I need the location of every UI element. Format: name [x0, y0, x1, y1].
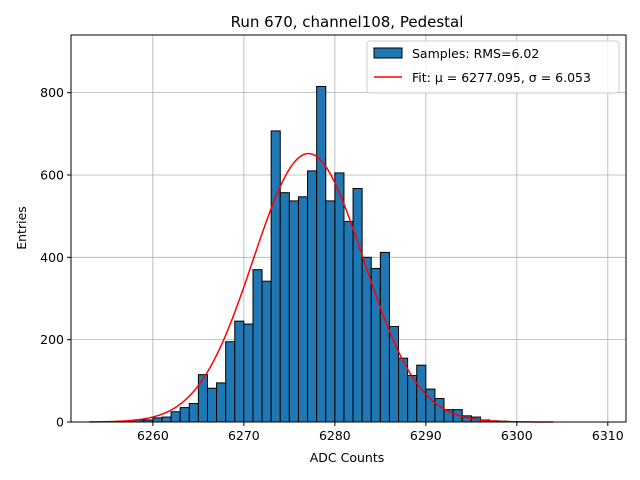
x-tick-label: 6300 [501, 428, 533, 443]
histogram-bar [334, 172, 345, 423]
y-tick-label: 600 [40, 167, 64, 182]
histogram-bar [279, 192, 290, 423]
histogram-bar [170, 411, 181, 423]
histogram-bar [243, 323, 254, 423]
histogram-bar [216, 382, 227, 423]
histogram-bar [425, 388, 436, 423]
x-tick-label: 6260 [137, 428, 169, 443]
plot-area-frame [70, 34, 627, 423]
histogram-bar [270, 130, 281, 423]
legend-box [366, 40, 620, 94]
histogram-bar [361, 256, 372, 423]
y-axis-ticks: 0 200 400 600 800 [40, 85, 71, 430]
histogram-bar [288, 200, 299, 423]
histogram-bar [343, 221, 354, 423]
x-tick-label: 6310 [592, 428, 624, 443]
legend-label-histogram: Samples: RMS=6.02 [412, 46, 539, 61]
legend: Samples: RMS=6.02 Fit: μ = 6277.095, σ =… [366, 40, 620, 94]
y-tick-label: 800 [40, 85, 64, 100]
histogram-bar [352, 188, 363, 423]
y-tick-label: 0 [56, 415, 64, 430]
histogram-bar [252, 269, 263, 423]
legend-label-fit: Fit: μ = 6277.095, σ = 6.053 [412, 70, 591, 85]
x-axis-label: ADC Counts [310, 450, 385, 465]
y-tick-label: 400 [40, 250, 64, 265]
histogram-bar [316, 85, 327, 423]
y-tick-label: 200 [40, 332, 64, 347]
histogram-bar [370, 267, 381, 423]
histogram-bar [152, 417, 163, 423]
histogram-bar [197, 374, 208, 423]
histogram-bar [206, 387, 218, 423]
fit-curve-layer [89, 152, 554, 423]
histogram-bar [234, 320, 245, 423]
chart-title: Run 670, channel108, Pedestal [231, 13, 464, 31]
histogram-bar [188, 402, 199, 423]
legend-swatch-histogram [373, 47, 403, 59]
histogram-bar [434, 398, 445, 423]
histogram-bar [297, 196, 309, 423]
histogram-bar [225, 341, 236, 423]
y-axis-label: Entries [14, 206, 29, 250]
x-axis-ticks: 6260 6270 6280 6290 6300 6310 [137, 422, 624, 443]
x-tick-label: 6280 [319, 428, 351, 443]
histogram-bar [261, 280, 272, 423]
x-tick-label: 6270 [228, 428, 260, 443]
x-tick-label: 6290 [410, 428, 442, 443]
histogram-bars [115, 85, 509, 423]
histogram-bar [307, 170, 318, 423]
histogram-bar [179, 407, 190, 423]
fit-curve [89, 152, 554, 423]
histogram-bar [325, 200, 336, 423]
histogram-bar [379, 251, 390, 423]
histogram-bar [161, 416, 172, 423]
